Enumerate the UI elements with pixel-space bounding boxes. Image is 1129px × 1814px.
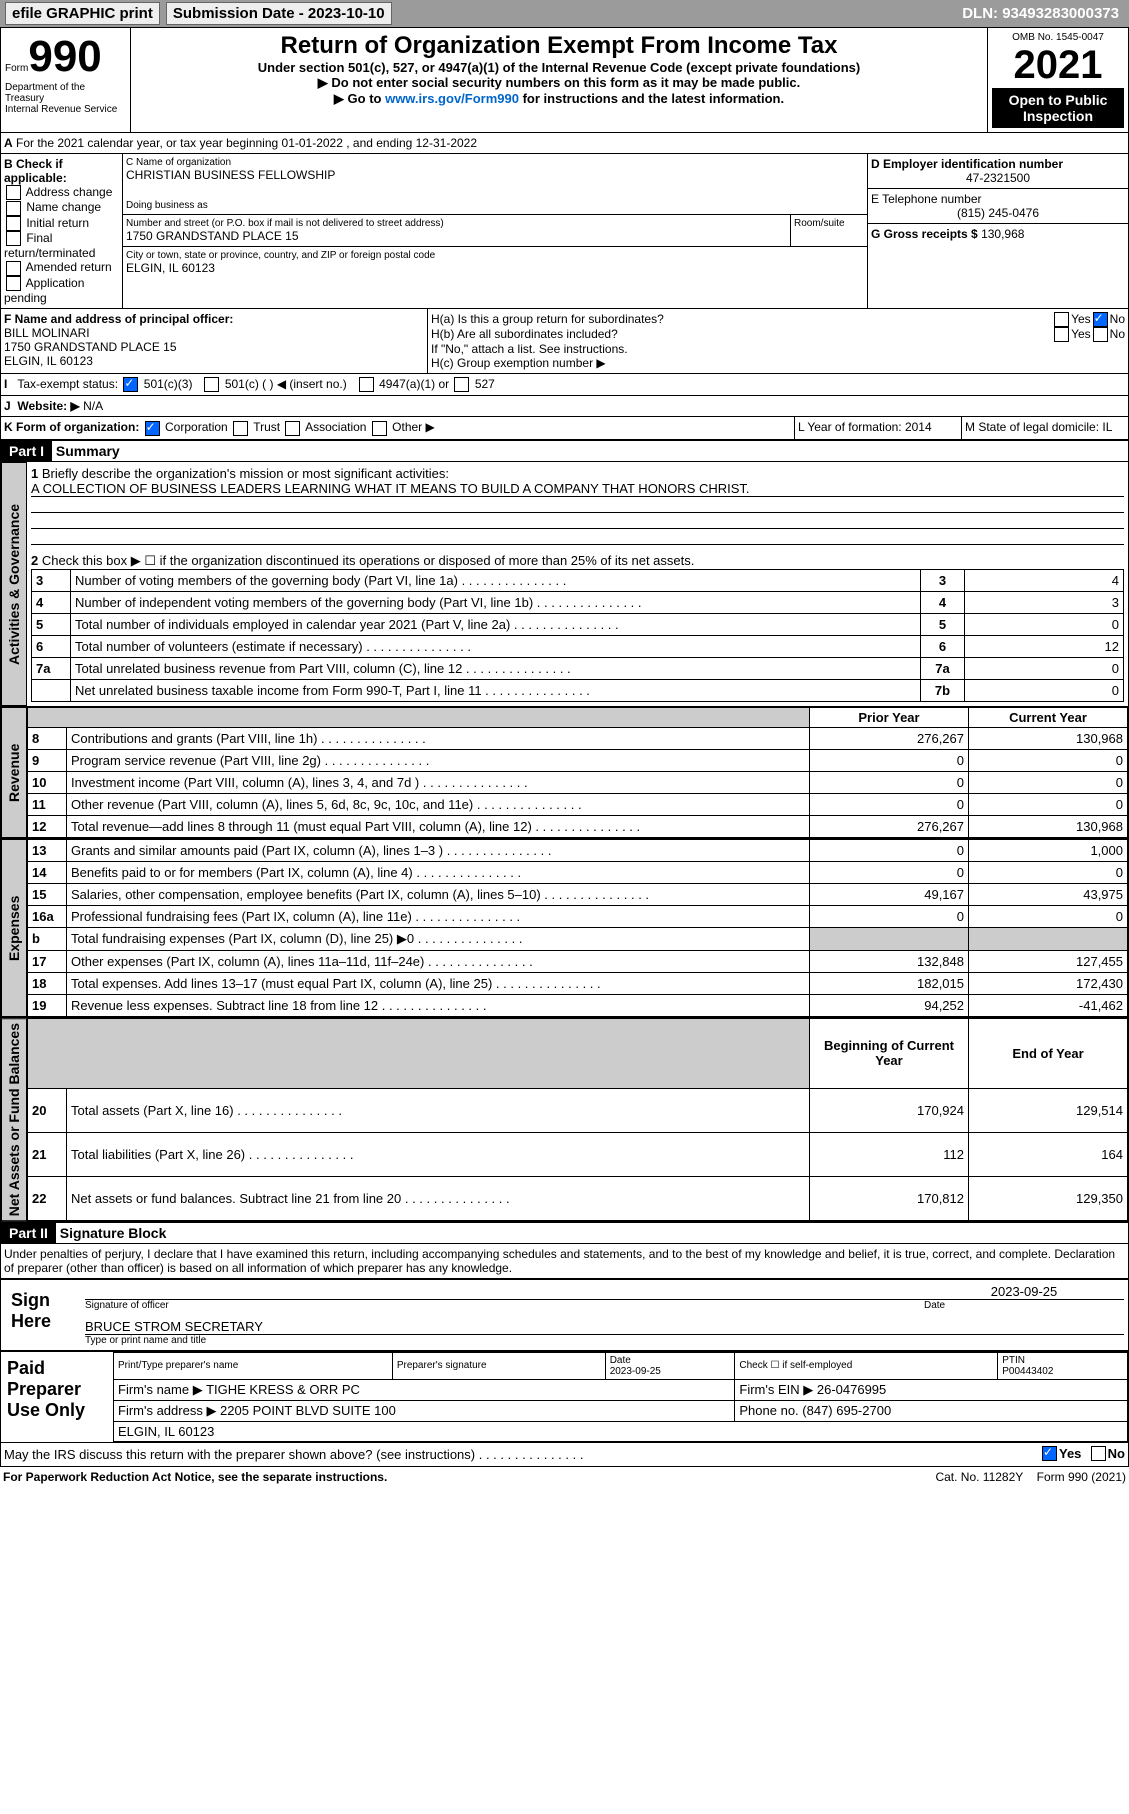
chk-initial-return[interactable] — [6, 216, 21, 231]
vtab-balances: Net Assets or Fund Balances — [1, 1018, 27, 1221]
form-title: Return of Organization Exempt From Incom… — [135, 32, 983, 60]
chk-ha-no[interactable] — [1093, 312, 1108, 327]
c-name-label: C Name of organization — [126, 157, 864, 168]
part2-header: Part II Signature Block — [0, 1222, 1129, 1244]
hc-label: H(c) Group exemption number ▶ — [431, 356, 1125, 370]
dba-label: Doing business as — [126, 200, 864, 211]
sign-date: 2023-09-25 — [924, 1284, 1124, 1300]
website-value: N/A — [83, 399, 103, 413]
hb2-label: If "No," attach a list. See instructions… — [431, 342, 1125, 356]
sign-block: Sign Here 2023-09-25 Signature of office… — [0, 1279, 1129, 1351]
chk-501c[interactable] — [204, 377, 219, 392]
subtitle-2: ▶ Do not enter social security numbers o… — [135, 75, 983, 91]
mission-text: A COLLECTION OF BUSINESS LEADERS LEARNIN… — [31, 481, 1124, 497]
hb-label: H(b) Are all subordinates included? — [431, 327, 1052, 342]
section-b-to-g: B Check if applicable: Address change Na… — [0, 154, 1129, 309]
chk-amended-return[interactable] — [6, 261, 21, 276]
l1-label: Briefly describe the organization's miss… — [42, 466, 449, 481]
city-label: City or town, state or province, country… — [126, 250, 864, 261]
f-label: F Name and address of principal officer: — [4, 312, 424, 326]
vtab-expenses: Expenses — [1, 839, 27, 1017]
g-label: G Gross receipts $ — [871, 227, 981, 241]
chk-corp[interactable] — [145, 421, 160, 436]
form-header: Form990 Department of the Treasury Inter… — [0, 27, 1129, 133]
ha-label: H(a) Is this a group return for subordin… — [431, 312, 1052, 327]
footer: For Paperwork Reduction Act Notice, see … — [0, 1467, 1129, 1487]
officer-addr2: ELGIN, IL 60123 — [4, 354, 424, 368]
chk-527[interactable] — [454, 377, 469, 392]
omb-label: OMB No. 1545-0047 — [992, 32, 1124, 43]
l2-label: Check this box ▶ ☐ if the organization d… — [42, 553, 695, 568]
dept-label: Department of the Treasury — [5, 82, 126, 104]
officer-name: BILL MOLINARI — [4, 326, 424, 340]
chk-501c3[interactable] — [123, 377, 138, 392]
open-to-public: Open to Public Inspection — [992, 88, 1124, 128]
chk-ha-yes[interactable] — [1054, 312, 1069, 327]
balances-table: Beginning of Current YearEnd of Year20To… — [27, 1018, 1128, 1221]
line-i-j: I Tax-exempt status: 501(c)(3) 501(c) ( … — [0, 374, 1129, 417]
chk-trust[interactable] — [233, 421, 248, 436]
room-label: Room/suite — [790, 215, 867, 246]
expenses-table: 13Grants and similar amounts paid (Part … — [27, 839, 1128, 1017]
vtab-activities: Activities & Governance — [1, 462, 27, 706]
chk-discuss-no[interactable] — [1091, 1446, 1106, 1461]
submission-date-button[interactable]: Submission Date - 2023-10-10 — [166, 2, 392, 25]
form-number: 990 — [28, 32, 101, 81]
dln-label: DLN: 93493283000373 — [962, 5, 1127, 22]
gross-receipts: 130,968 — [981, 227, 1024, 241]
chk-other[interactable] — [372, 421, 387, 436]
toolbar: efile GRAPHIC print Submission Date - 20… — [0, 0, 1129, 27]
form-prefix: Form — [5, 63, 28, 74]
chk-assoc[interactable] — [285, 421, 300, 436]
governance-table: 3Number of voting members of the governi… — [31, 569, 1124, 702]
discuss-row: May the IRS discuss this return with the… — [0, 1443, 1129, 1467]
chk-discuss-yes[interactable] — [1042, 1446, 1057, 1461]
instructions-link[interactable]: www.irs.gov/Form990 — [385, 91, 519, 106]
l-year: L Year of formation: 2014 — [795, 417, 962, 438]
line-k-l-m: K Form of organization: Corporation Trus… — [0, 417, 1129, 439]
preparer-block: Paid Preparer Use Only Print/Type prepar… — [0, 1351, 1129, 1443]
m-state: M State of legal domicile: IL — [962, 417, 1128, 438]
org-name: CHRISTIAN BUSINESS FELLOWSHIP — [126, 168, 864, 182]
section-f-h: F Name and address of principal officer:… — [0, 309, 1129, 374]
chk-hb-yes[interactable] — [1054, 327, 1069, 342]
b-label: B Check if applicable: — [4, 157, 119, 185]
chk-4947[interactable] — [359, 377, 374, 392]
addr-label: Number and street (or P.O. box if mail i… — [126, 218, 787, 229]
ein-value: 47-2321500 — [871, 171, 1125, 185]
chk-application-pending[interactable] — [6, 276, 21, 291]
signer-name: BRUCE STROM SECRETARY — [85, 1319, 1124, 1335]
efile-print-button[interactable]: efile GRAPHIC print — [5, 2, 160, 25]
subtitle-1: Under section 501(c), 527, or 4947(a)(1)… — [135, 60, 983, 75]
irs-label: Internal Revenue Service — [5, 104, 126, 115]
phone-value: (815) 245-0476 — [871, 206, 1125, 220]
declaration-text: Under penalties of perjury, I declare th… — [0, 1244, 1129, 1279]
vtab-revenue: Revenue — [1, 707, 27, 838]
revenue-table: Prior YearCurrent Year8Contributions and… — [27, 707, 1128, 838]
line-a: A For the 2021 calendar year, or tax yea… — [1, 133, 1128, 153]
officer-addr1: 1750 GRANDSTAND PLACE 15 — [4, 340, 424, 354]
chk-address-change[interactable] — [6, 185, 21, 200]
chk-hb-no[interactable] — [1093, 327, 1108, 342]
chk-name-change[interactable] — [6, 201, 21, 216]
part1-header: Part I Summary — [0, 440, 1129, 462]
street-address: 1750 GRANDSTAND PLACE 15 — [126, 229, 787, 243]
tax-year: 2021 — [992, 43, 1124, 88]
city-state-zip: ELGIN, IL 60123 — [126, 261, 864, 275]
chk-final-return[interactable] — [6, 231, 21, 246]
e-label: E Telephone number — [871, 192, 1125, 206]
d-label: D Employer identification number — [871, 157, 1125, 171]
